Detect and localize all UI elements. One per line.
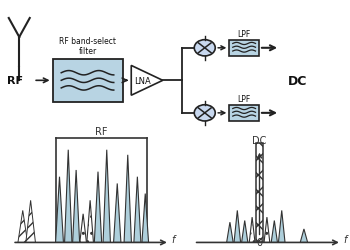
Polygon shape bbox=[271, 221, 278, 242]
Polygon shape bbox=[134, 177, 141, 242]
Polygon shape bbox=[124, 155, 132, 242]
Text: LPF: LPF bbox=[238, 94, 251, 104]
Polygon shape bbox=[241, 221, 248, 242]
Polygon shape bbox=[300, 229, 308, 242]
Polygon shape bbox=[94, 172, 102, 242]
Text: f: f bbox=[172, 234, 175, 244]
Polygon shape bbox=[64, 150, 72, 242]
Polygon shape bbox=[279, 210, 285, 242]
Polygon shape bbox=[249, 217, 255, 242]
Bar bbox=[256, 144, 263, 242]
Bar bbox=[229, 40, 259, 57]
Polygon shape bbox=[87, 200, 93, 242]
Polygon shape bbox=[18, 210, 28, 242]
Text: LNA: LNA bbox=[134, 76, 151, 86]
Text: DC: DC bbox=[252, 135, 267, 145]
Text: LPF: LPF bbox=[238, 30, 251, 38]
Polygon shape bbox=[113, 184, 121, 242]
Text: RF: RF bbox=[7, 76, 23, 86]
Text: RF band-select
filter: RF band-select filter bbox=[59, 37, 116, 56]
Text: DC: DC bbox=[288, 74, 307, 88]
Polygon shape bbox=[56, 177, 63, 242]
Polygon shape bbox=[103, 150, 111, 242]
Polygon shape bbox=[142, 194, 148, 242]
Polygon shape bbox=[234, 210, 240, 242]
Circle shape bbox=[194, 105, 215, 122]
Bar bbox=[229, 105, 259, 122]
Polygon shape bbox=[26, 200, 35, 242]
Polygon shape bbox=[80, 214, 86, 242]
Polygon shape bbox=[73, 170, 80, 242]
Polygon shape bbox=[227, 222, 233, 242]
Text: RF: RF bbox=[95, 127, 108, 137]
Polygon shape bbox=[131, 66, 163, 96]
Text: 0: 0 bbox=[257, 237, 262, 247]
Circle shape bbox=[194, 40, 215, 57]
Polygon shape bbox=[264, 217, 270, 242]
Text: f: f bbox=[343, 234, 347, 244]
Bar bbox=[52, 60, 122, 102]
